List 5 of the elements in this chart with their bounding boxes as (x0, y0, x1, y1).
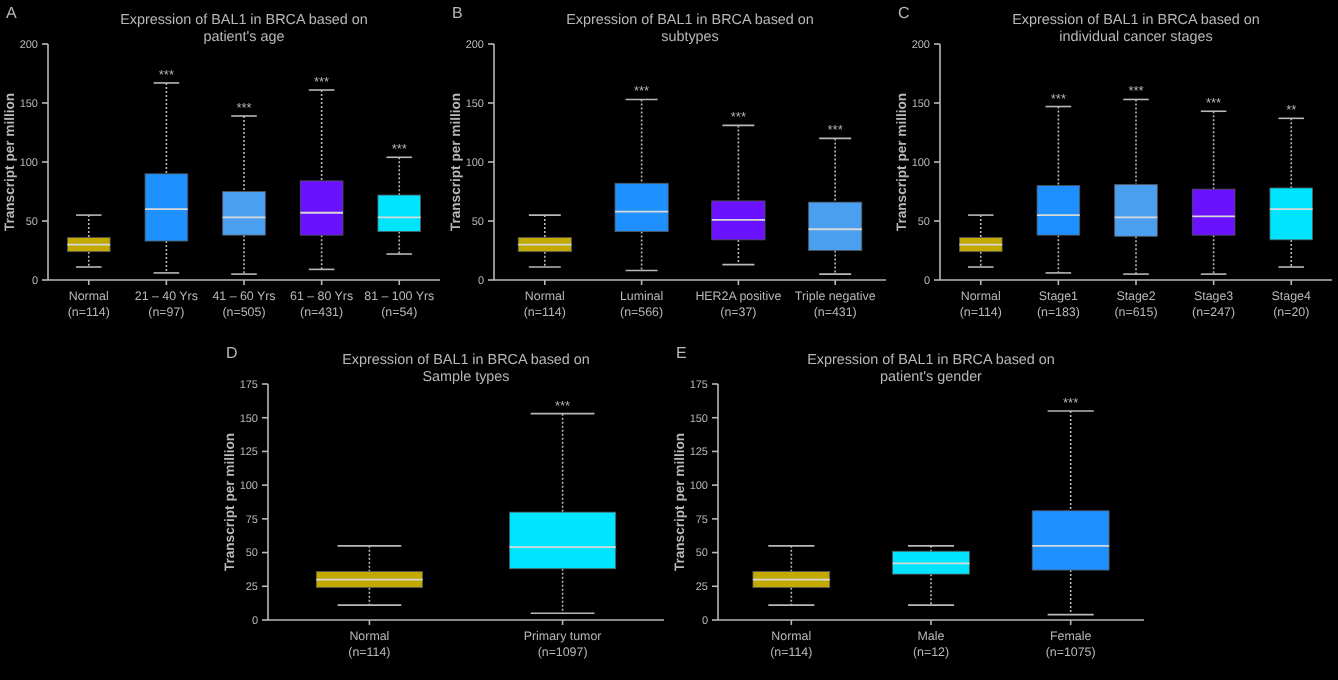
text: D (226, 344, 238, 362)
text: B (452, 4, 463, 22)
text: C (898, 4, 910, 22)
text: E (676, 344, 687, 362)
text: A (6, 4, 18, 22)
